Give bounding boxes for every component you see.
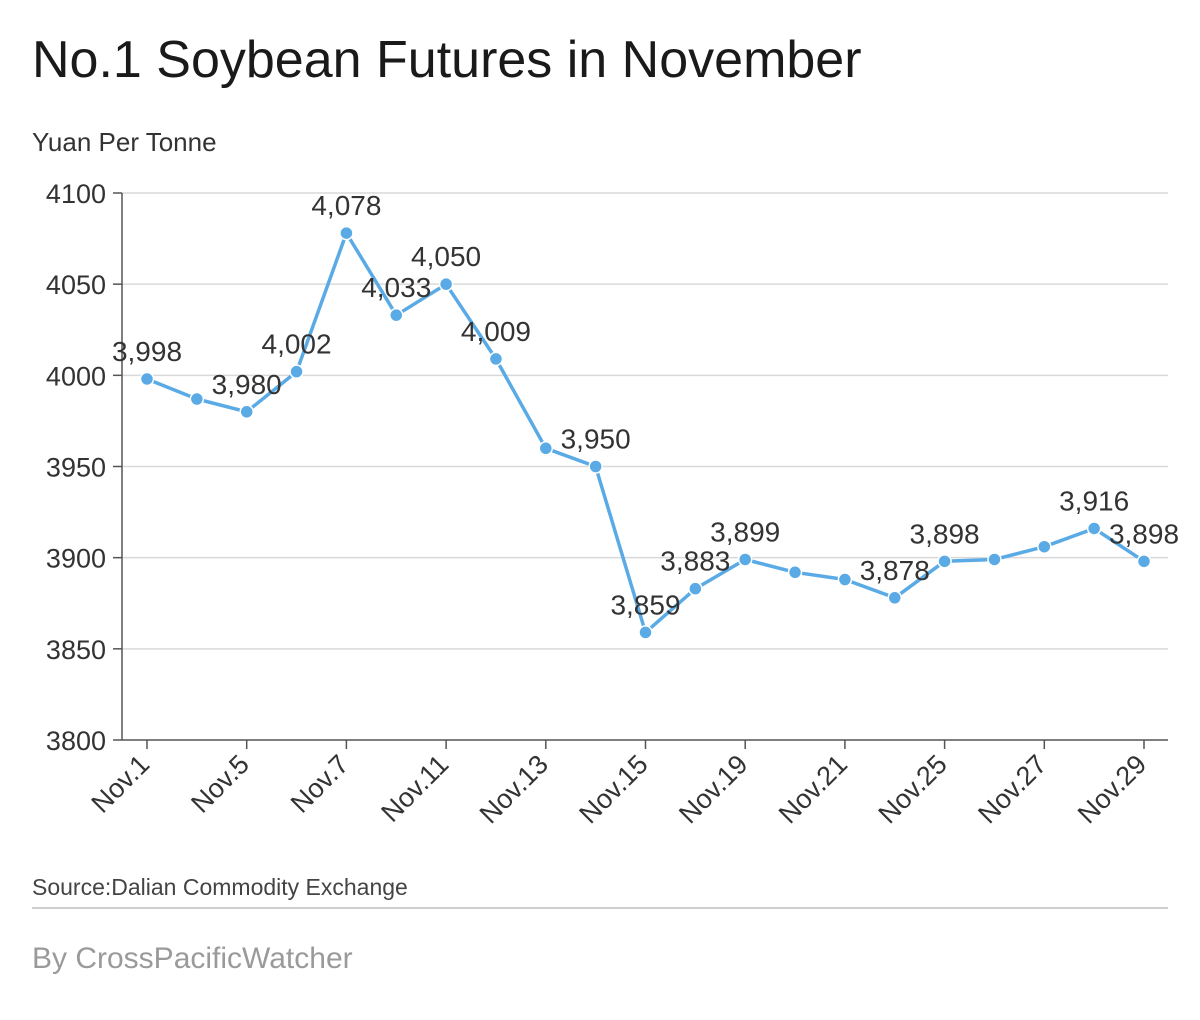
data-point (987, 552, 1002, 567)
data-label: 4,050 (411, 241, 481, 272)
data-point (887, 590, 902, 606)
x-tick-label: Nov.27 (972, 749, 1052, 829)
data-label: 3,859 (610, 589, 680, 620)
data-point (737, 552, 753, 567)
data-label: 3,899 (710, 516, 780, 547)
series-line (146, 231, 1145, 635)
y-tick-label: 4000 (46, 361, 106, 391)
data-label: 4,002 (262, 329, 332, 360)
y-tick-label: 3850 (46, 635, 106, 665)
data-point (1136, 554, 1152, 569)
data-label: 3,898 (910, 518, 980, 549)
data-label: 4,078 (311, 190, 381, 221)
y-axis-ticks: 3800 3850 3900 3950 4000 4050 4100 (46, 179, 122, 756)
data-label: 3,898 (1109, 518, 1179, 549)
data-label: 3,878 (860, 555, 930, 586)
byline: By CrossPacificWatcher (32, 942, 353, 975)
data-point (189, 391, 205, 407)
x-tick-label: Nov.19 (673, 749, 753, 829)
x-tick-label: Nov.13 (474, 749, 554, 829)
data-series (139, 225, 1152, 640)
data-label: 3,998 (112, 336, 182, 367)
data-label: 3,916 (1059, 485, 1129, 516)
chart-title: No.1 Soybean Futures in November (32, 31, 862, 89)
data-point (139, 371, 155, 387)
data-point (837, 572, 853, 587)
y-tick-label: 3900 (46, 544, 106, 574)
x-tick-label: Nov.7 (285, 749, 355, 819)
y-tick-label: 4100 (46, 179, 106, 209)
source-note: Source:Dalian Commodity Exchange (32, 874, 408, 900)
data-point (688, 581, 703, 596)
y-tick-label: 3800 (46, 726, 106, 756)
data-label: 4,033 (361, 272, 431, 303)
y-tick-label: 4050 (46, 270, 106, 300)
data-point (638, 625, 653, 640)
x-tick-label: Nov.21 (773, 749, 853, 829)
data-point (538, 441, 554, 456)
x-tick-label: Nov.15 (573, 749, 653, 829)
data-point (787, 565, 803, 580)
x-tick-label: Nov.5 (185, 749, 255, 819)
data-point (937, 554, 952, 569)
data-point (289, 364, 304, 379)
footer-divider (32, 907, 1168, 909)
data-label: 3,980 (212, 369, 282, 400)
y-axis-unit-label: Yuan Per Tonne (32, 127, 217, 157)
x-tick-label: Nov.1 (86, 749, 156, 819)
data-point (488, 351, 504, 367)
data-point (389, 307, 404, 323)
data-label: 3,950 (561, 424, 631, 455)
data-point (239, 404, 254, 420)
data-point (339, 225, 354, 241)
line-chart: 3800 3850 3900 3950 4000 4050 4100 Nov.1 Nov.5 N… (46, 179, 1179, 829)
data-label: 3,883 (660, 546, 730, 577)
data-point (438, 276, 454, 292)
data-point (1086, 521, 1102, 536)
data-point (588, 459, 603, 474)
gridlines (122, 192, 1168, 650)
x-axis-ticks: Nov.1 Nov.5 Nov.7 Nov.11 Nov.13 Nov.15 Nov.19 N… (86, 740, 1152, 829)
x-tick-label: Nov.25 (873, 749, 953, 829)
x-tick-label: Nov.11 (375, 749, 454, 828)
data-label: 4,009 (461, 316, 531, 347)
y-tick-label: 3950 (46, 453, 106, 483)
data-point (1037, 539, 1052, 554)
x-tick-label: Nov.29 (1072, 749, 1152, 829)
